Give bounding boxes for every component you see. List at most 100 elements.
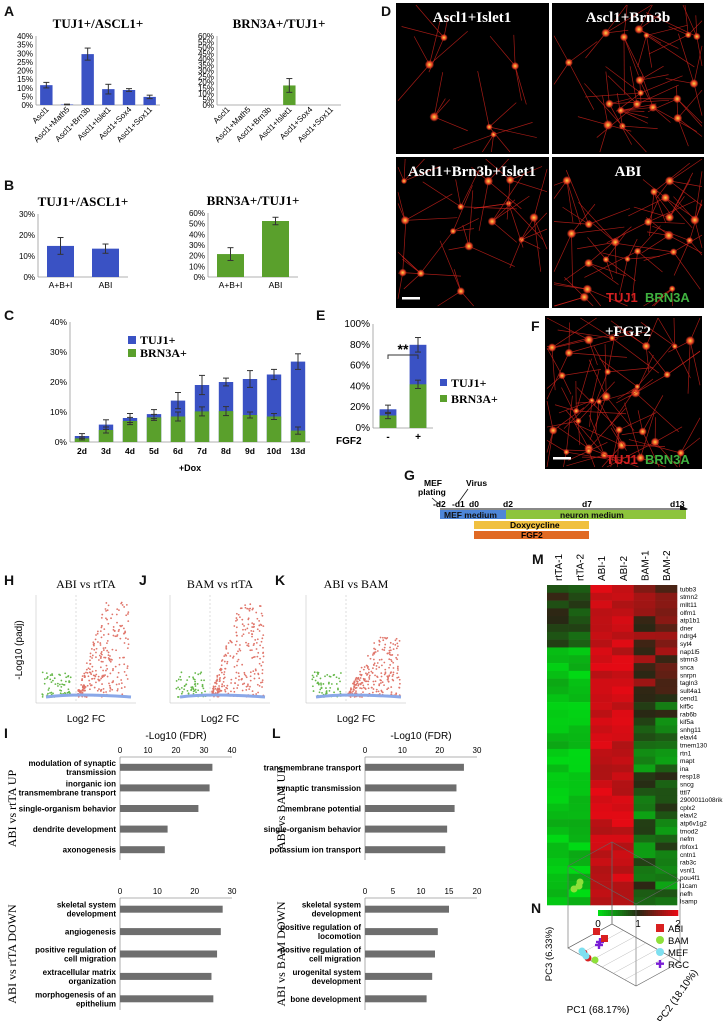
volcano-point-up [355,683,358,686]
cell-body [610,237,620,247]
bar-1 [409,384,427,428]
volcano-point-up [219,677,221,679]
neurite [576,410,627,415]
heatmap-row-label: lsamp [680,899,698,906]
neurite [607,330,617,372]
volcano-point-up [357,678,360,680]
volcano-point-up [261,679,264,682]
volcano-point-down [47,689,50,691]
volcano-point-down [175,687,178,690]
bar [120,995,214,1003]
x-tick-label: 30 [228,887,237,896]
x-tick-label: 0 [118,746,123,755]
volcano-point-down [317,672,319,675]
neurite [621,444,665,447]
group-label: ABI vs BAM DOWN [274,901,288,1006]
d1-label: Ascl1+Islet1 [433,10,512,26]
volcano-point-up [256,638,259,641]
heatmap-cell [612,694,634,703]
cell-body [511,61,520,71]
heatmap-cell [612,780,634,789]
volcano-point-down [60,679,63,682]
volcano-point-down [50,691,53,694]
volcano-point-up [233,690,236,693]
cell-body [547,343,557,352]
volcano-point-up [106,668,109,670]
cell-body [676,449,685,457]
heatmap-row-label: snca [680,664,694,671]
volcano-point-down [46,676,49,678]
volcano-point-up [379,636,382,639]
cell-body [669,248,678,256]
neurite [607,367,654,373]
heatmap-cell [590,678,613,687]
neurite [488,126,511,153]
volcano-point-up [85,668,88,671]
heatmap-cell [568,819,591,828]
legend-swatch [656,948,664,956]
volcano-point-up [352,688,355,690]
cell-body [601,28,611,38]
heatmap-cell [655,694,678,703]
volcano-point-up [100,636,103,639]
volcano-point-down [339,690,342,693]
volcano-point-up [124,630,127,633]
cell-body [583,334,594,345]
color-scale-step [628,910,631,916]
bar [283,85,296,105]
heatmap-cell [633,663,656,672]
volcano-point-up [94,638,97,641]
volcano-point-up [241,623,244,626]
heatmap-cell [568,585,591,594]
volcano-point-up [111,613,114,616]
heatmap-cell [590,686,613,695]
legend-swatch [656,936,664,944]
heatmap-cell [590,702,613,711]
neurite [478,181,489,231]
neurite [673,251,701,290]
neurite [533,217,548,250]
volcano-point-up [86,684,89,687]
heatmap-cell [590,647,613,656]
volcano-point-up [107,633,110,636]
volcano-point-down [329,675,332,678]
color-scale-step [604,910,607,916]
neurite [533,217,542,272]
volcano-point-up [95,681,97,684]
volcano-point-up [98,654,101,657]
volcano-point-up [127,611,130,614]
neurite [553,62,570,85]
bar [143,96,156,105]
volcano-point-down [316,682,319,685]
heatmap-cell [633,795,656,804]
volcano-point-up [238,675,241,678]
heatmap-col-label: ABI-2 [619,556,630,581]
g-mef: MEF [424,478,442,488]
volcano-point-up [260,612,263,615]
heatmap-cell [547,670,569,679]
x-tick-label: 8d [221,446,231,456]
heatmap-cell [590,819,613,828]
volcano-point-up [235,631,238,634]
heatmap-cell [633,780,656,789]
x-tick-label: 10d [267,446,282,456]
neurite [477,70,490,128]
volcano-point-down [186,690,189,692]
volcano-point-up [390,660,393,663]
volcano-point-up [220,671,223,674]
volcano-point-up [98,659,100,661]
volcano-point-up [218,674,221,676]
g-tick-4: d7 [582,499,592,509]
heatmap-cell [655,803,678,812]
heatmap-cell [612,608,634,617]
volcano-point-up [236,664,238,667]
volcano-point-up [261,672,264,675]
heatmap-row-label: tmod2 [680,828,698,835]
neurite [665,197,694,218]
cell-body [660,193,671,203]
volcano-point-down [64,692,67,695]
volcano-point-up [399,682,401,685]
heatmap-cell [590,811,613,820]
x-tick-label: 6d [173,446,183,456]
pca-point [582,952,590,960]
